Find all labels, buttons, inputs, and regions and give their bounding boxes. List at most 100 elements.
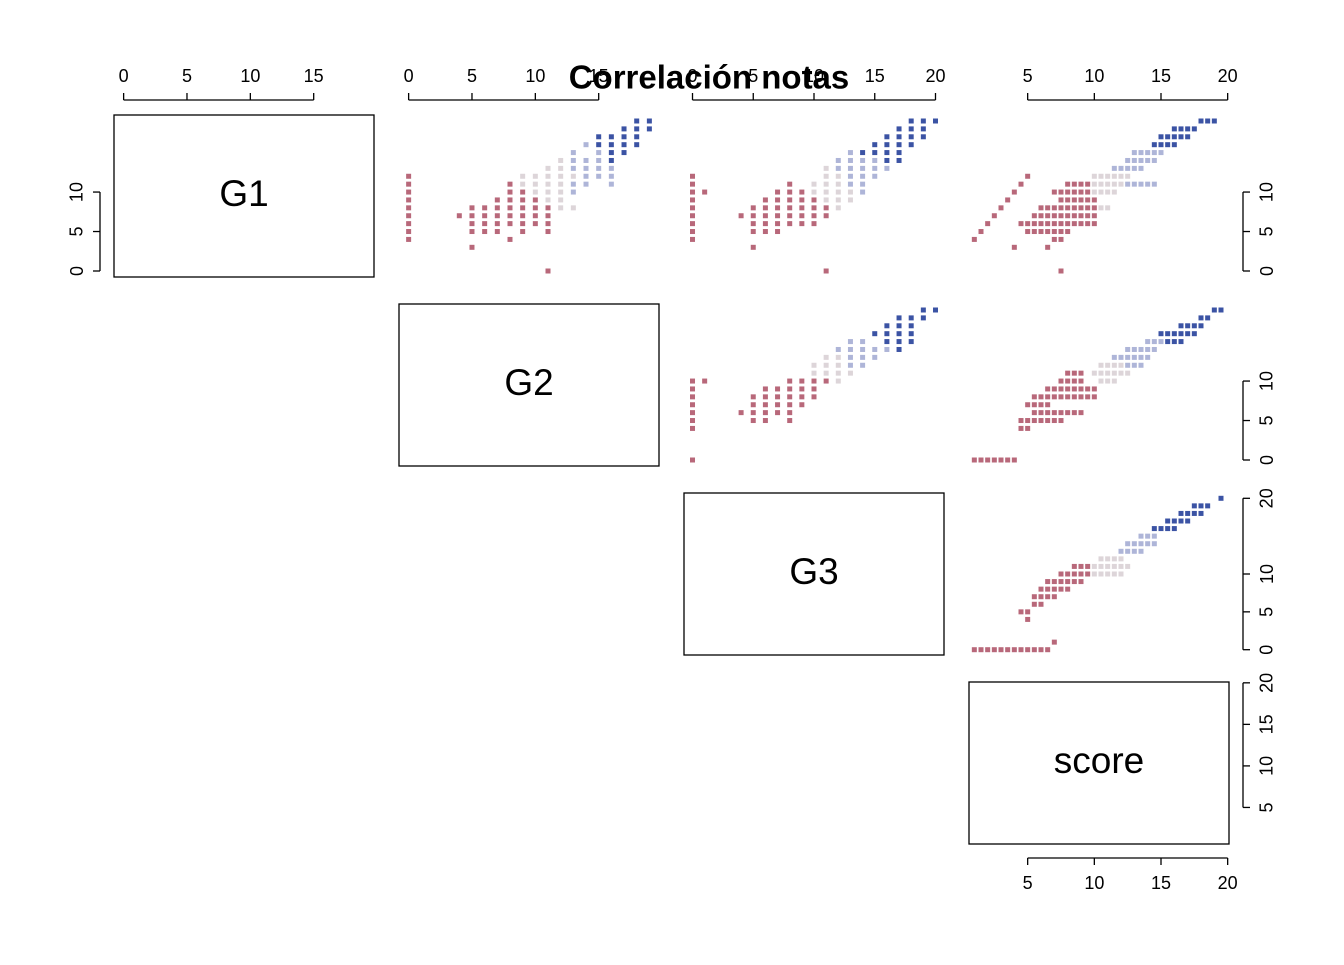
point <box>1098 205 1104 211</box>
point <box>621 126 627 132</box>
point <box>507 197 513 203</box>
point <box>932 307 938 313</box>
point <box>1018 418 1024 424</box>
point <box>1065 229 1071 235</box>
point <box>507 181 513 187</box>
tick-label: 0 <box>119 66 129 86</box>
point <box>1151 339 1157 345</box>
point <box>1125 165 1131 171</box>
point <box>835 173 841 179</box>
point <box>1038 410 1044 416</box>
point <box>1171 134 1177 140</box>
point <box>1065 410 1071 416</box>
point <box>482 229 488 235</box>
point <box>1145 346 1151 352</box>
point <box>847 181 853 187</box>
point <box>1105 571 1111 577</box>
point <box>1011 244 1017 250</box>
panel-frame <box>683 492 945 656</box>
point <box>1111 165 1117 171</box>
point <box>1005 647 1011 653</box>
point <box>1138 533 1144 539</box>
point <box>690 236 696 242</box>
point <box>1065 181 1071 187</box>
point <box>835 189 841 195</box>
point <box>1038 205 1044 211</box>
point <box>1138 362 1144 368</box>
point <box>920 134 926 140</box>
point <box>811 221 817 227</box>
point <box>545 173 551 179</box>
point <box>775 410 781 416</box>
point <box>690 410 696 416</box>
point <box>621 142 627 148</box>
point <box>1045 229 1051 235</box>
point <box>646 126 652 132</box>
tick-label: 10 <box>1257 756 1277 776</box>
point <box>1031 213 1037 219</box>
point <box>520 229 526 235</box>
point <box>406 173 412 179</box>
tick-label: 0 <box>1257 645 1277 655</box>
point <box>787 213 793 219</box>
point <box>787 402 793 408</box>
point <box>1171 339 1177 345</box>
point <box>1071 370 1077 376</box>
point <box>835 165 841 171</box>
point <box>1198 323 1204 329</box>
point <box>1218 307 1224 313</box>
point <box>823 268 829 274</box>
point <box>469 221 475 227</box>
point <box>823 181 829 187</box>
point <box>1111 189 1117 195</box>
point <box>1178 518 1184 524</box>
tick-label: 5 <box>1257 227 1277 237</box>
point <box>558 173 564 179</box>
point <box>978 457 984 463</box>
point <box>1011 647 1017 653</box>
point <box>1058 213 1064 219</box>
point <box>985 647 991 653</box>
point <box>1051 189 1057 195</box>
point <box>1051 221 1057 227</box>
point <box>1038 221 1044 227</box>
point <box>896 126 902 132</box>
point <box>1078 563 1084 569</box>
point <box>991 647 997 653</box>
point <box>738 213 744 219</box>
point <box>860 165 866 171</box>
point <box>1078 378 1084 384</box>
point <box>908 331 914 337</box>
point <box>1025 425 1031 431</box>
point <box>558 197 564 203</box>
point <box>1078 213 1084 219</box>
point <box>1091 189 1097 195</box>
point <box>1091 205 1097 211</box>
point <box>558 181 564 187</box>
point <box>823 378 829 384</box>
point <box>1045 213 1051 219</box>
point <box>1085 571 1091 577</box>
point <box>1131 354 1137 360</box>
point <box>823 197 829 203</box>
point <box>520 197 526 203</box>
point <box>494 221 500 227</box>
point <box>1085 197 1091 203</box>
point <box>1125 354 1131 360</box>
point <box>1018 647 1024 653</box>
point <box>1018 425 1024 431</box>
point <box>532 197 538 203</box>
point <box>762 197 768 203</box>
tick-label: 0 <box>404 66 414 86</box>
point <box>406 221 412 227</box>
diagonal-label: score <box>1054 740 1144 781</box>
point <box>583 142 589 148</box>
point <box>823 362 829 368</box>
point <box>884 150 890 156</box>
point <box>971 647 977 653</box>
point <box>1131 362 1137 368</box>
point <box>1031 394 1037 400</box>
point <box>1045 594 1051 600</box>
point <box>608 173 614 179</box>
point <box>1118 181 1124 187</box>
